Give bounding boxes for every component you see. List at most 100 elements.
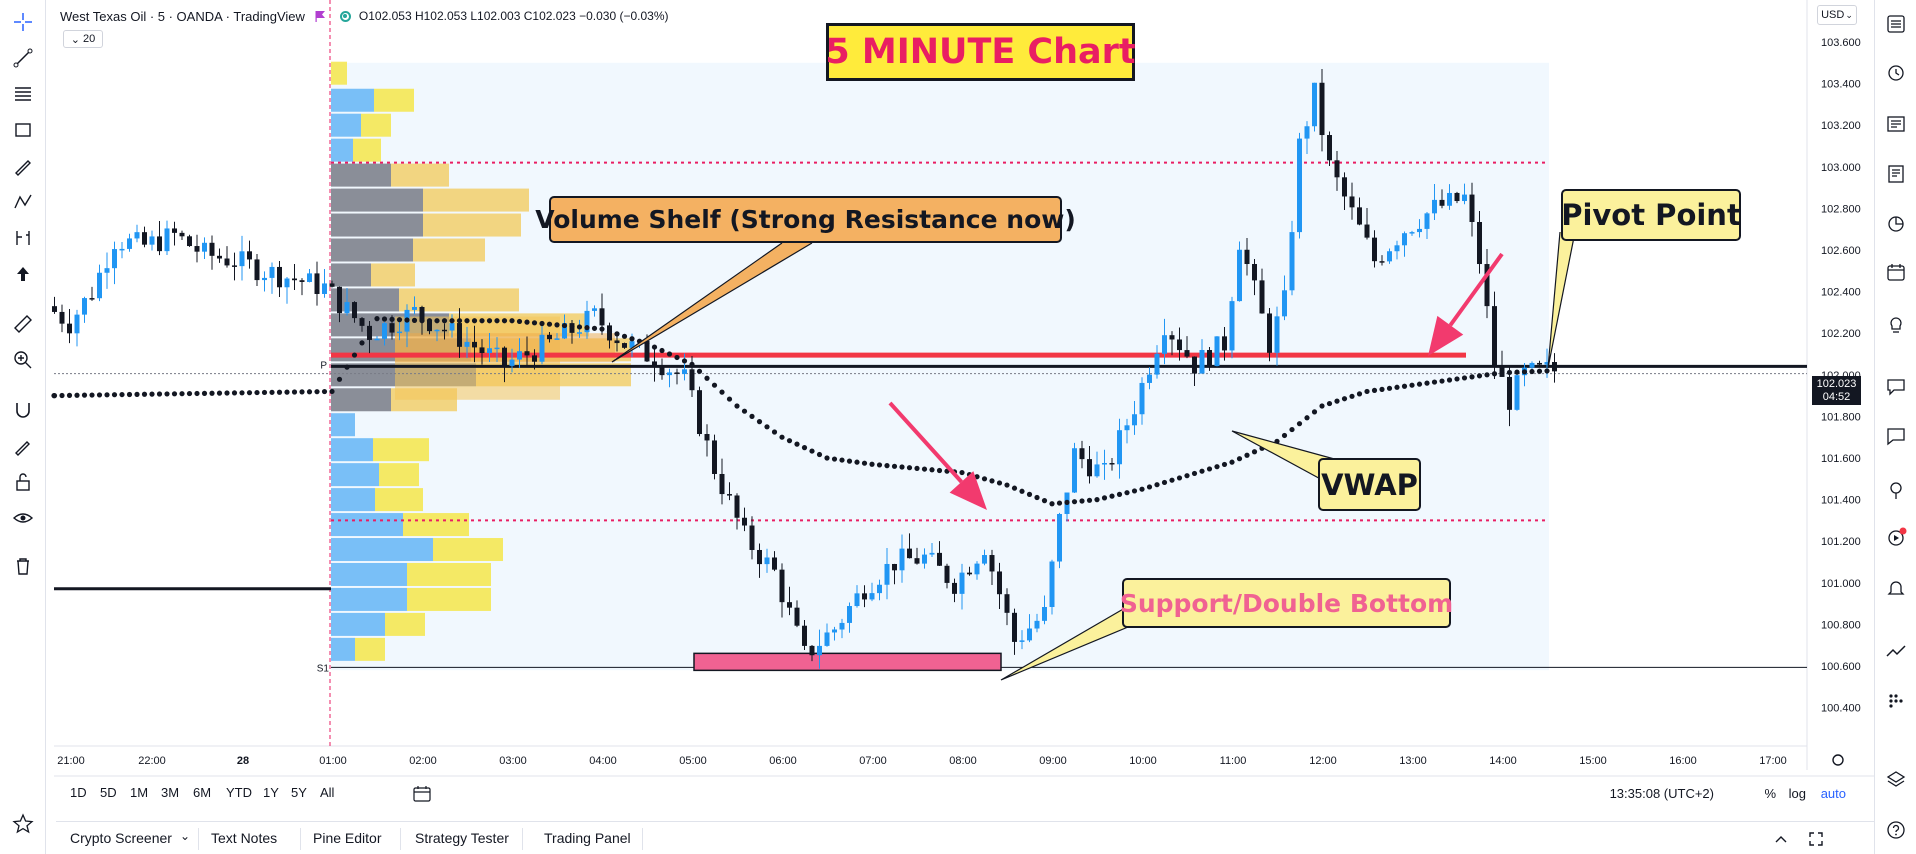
range-5d[interactable]: 5D	[100, 785, 117, 800]
currency-select[interactable]: USD ⌄	[1817, 5, 1857, 25]
stay-drawing-tool[interactable]	[9, 432, 37, 460]
up-candle	[817, 645, 822, 656]
vwap-dot	[779, 434, 785, 440]
down-candle	[967, 572, 972, 575]
percent-scale-toggle[interactable]: %	[1764, 786, 1776, 801]
vwap-dot	[606, 328, 613, 335]
volume-profile-down-bar	[391, 163, 449, 187]
tab-pine-editor[interactable]: Pine Editor	[313, 830, 382, 846]
prediction-tool[interactable]	[9, 224, 37, 252]
collapse-panel-icon[interactable]	[1774, 832, 1788, 846]
vwap-dot	[1281, 432, 1288, 439]
range-1m[interactable]: 1M	[130, 785, 149, 800]
lock-drawings-tool[interactable]	[9, 468, 37, 496]
magnet-tool[interactable]	[9, 396, 37, 424]
vwap-dot	[621, 333, 628, 339]
down-candle	[179, 232, 185, 237]
measure-tool[interactable]	[9, 310, 37, 338]
gear-icon[interactable]	[1832, 754, 1844, 766]
vwap-dot	[1326, 400, 1333, 407]
up-candle	[322, 283, 327, 294]
maximize-panel-icon[interactable]	[1808, 831, 1824, 847]
list-icon	[1887, 15, 1905, 33]
messages-button[interactable]	[1882, 422, 1910, 450]
range-1y[interactable]: 1Y	[263, 785, 279, 800]
help-button[interactable]	[1882, 816, 1910, 844]
streams-button[interactable]	[1882, 476, 1910, 504]
time-tick-label: 13:00	[1399, 755, 1427, 767]
tab-divider	[522, 828, 523, 850]
vwap-dot	[134, 391, 140, 397]
up-candle	[344, 302, 350, 314]
tab-crypto-screener[interactable]: Crypto Screener	[70, 830, 172, 846]
news-button[interactable]	[1882, 110, 1910, 138]
volume-profile-up-bar	[331, 238, 413, 262]
ideas-button[interactable]	[1882, 160, 1910, 188]
layers-button[interactable]	[1882, 766, 1910, 794]
flag-icon[interactable]	[315, 10, 326, 22]
fib-tool[interactable]	[9, 80, 37, 108]
auto-scale-toggle[interactable]: auto	[1820, 786, 1846, 801]
alerts-button[interactable]	[1882, 58, 1910, 86]
vwap-dot	[1446, 377, 1453, 383]
symbol-legend[interactable]: West Texas Oil · 5 · OANDA · TradingView…	[60, 7, 669, 25]
down-candle	[419, 306, 425, 321]
shape-tool[interactable]	[9, 116, 37, 144]
volume-profile-down-bar	[331, 61, 347, 85]
vwap-dot	[434, 318, 440, 324]
dom-button[interactable]	[1882, 686, 1910, 714]
range-1d[interactable]: 1D	[70, 785, 87, 800]
vwap-dot	[1214, 464, 1220, 470]
hints-button[interactable]	[1882, 310, 1910, 338]
favorites-star-icon[interactable]	[12, 813, 34, 835]
vwap-callout[interactable]: VWAP	[1318, 458, 1421, 511]
range-all[interactable]: All	[320, 785, 335, 800]
watchlist-button[interactable]	[1882, 10, 1910, 38]
hide-drawings-tool[interactable]	[9, 504, 37, 532]
chevron-down-icon[interactable]: ⌄	[180, 829, 191, 843]
down-candle	[59, 311, 65, 324]
support-callout[interactable]: Support/Double Bottom	[1120, 578, 1453, 628]
chart-title-callout[interactable]: 5 MINUTE Chart	[825, 23, 1136, 81]
vwap-dot	[1371, 387, 1378, 393]
notifications-button[interactable]	[1882, 574, 1910, 602]
volume-shelf-callout[interactable]: Volume Shelf (Strong Resistance now)	[535, 196, 1076, 243]
crosshair-tool[interactable]	[9, 8, 37, 36]
chats-button[interactable]	[1882, 372, 1910, 400]
down-candle	[719, 473, 725, 495]
data-window-button[interactable]	[1882, 210, 1910, 238]
time-tick-label: 10:00	[1129, 755, 1157, 767]
up-candle	[1417, 228, 1422, 233]
vwap-dot	[1131, 488, 1138, 494]
range-6m[interactable]: 6M	[193, 785, 212, 800]
trend-line-tool[interactable]	[9, 44, 37, 72]
symbol-title[interactable]: West Texas Oil · 5 · OANDA · TradingView	[60, 8, 305, 24]
down-candle	[427, 320, 432, 332]
go-to-date-icon[interactable]	[413, 786, 431, 802]
zoom-tool[interactable]	[9, 346, 37, 374]
log-scale-toggle[interactable]: log	[1788, 786, 1806, 801]
trading-button[interactable]	[1882, 638, 1910, 666]
tab-strategy-tester[interactable]: Strategy Tester	[415, 830, 509, 846]
vwap-dot	[501, 318, 508, 324]
range-5y[interactable]: 5Y	[291, 785, 307, 800]
calendar-button[interactable]	[1882, 258, 1910, 286]
range-3m[interactable]: 3M	[161, 785, 180, 800]
range-ytd[interactable]: YTD	[226, 785, 252, 800]
down-candle	[329, 283, 335, 287]
pattern-tool[interactable]	[9, 188, 37, 216]
down-candle	[757, 549, 762, 565]
tab-text-notes[interactable]: Text Notes	[211, 830, 278, 846]
down-candle	[1012, 612, 1017, 642]
brush-tool[interactable]	[9, 152, 37, 180]
pivot-point-callout[interactable]: Pivot Point	[1561, 189, 1741, 241]
live-button[interactable]	[1882, 524, 1910, 552]
icon-tool[interactable]	[9, 260, 37, 288]
tab-trading-panel[interactable]: Trading Panel	[544, 830, 631, 846]
remove-drawings-tool[interactable]	[9, 552, 37, 580]
clock-timezone[interactable]: 13:35:08 (UTC+2)	[1609, 786, 1714, 801]
indicators-toggle[interactable]: ⌄ 20	[63, 30, 103, 48]
vwap-dot	[1026, 491, 1033, 497]
